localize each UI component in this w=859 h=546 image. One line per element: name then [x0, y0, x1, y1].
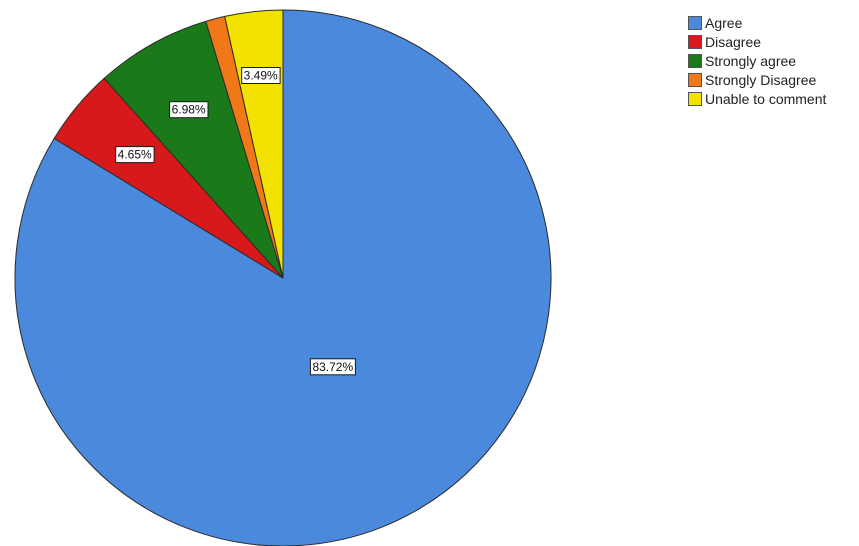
data-label-box: [241, 67, 281, 84]
pie-slice-strongly-agree: [103, 20, 284, 279]
legend-label-unable-to-comment: Unable to comment: [705, 90, 827, 107]
data-label-text: 3.49%: [244, 69, 278, 83]
data-label-text: 4.65%: [118, 148, 152, 162]
legend-swatch-disagree: [688, 34, 702, 49]
data-label-strongly-agree: 6.98%: [169, 101, 209, 119]
chart-legend: Agree Disagree Strongly agree Strongly D…: [688, 13, 826, 108]
data-label-agree: 83.72%: [309, 358, 356, 376]
pie-slices: [14, 9, 552, 546]
data-label-disagree: 4.65%: [115, 146, 155, 164]
legend-label-strongly-disagree: Strongly Disagree: [705, 71, 817, 88]
data-label-text: 6.98%: [172, 103, 206, 117]
legend-item-unable-to-comment: Unable to comment: [688, 89, 826, 108]
legend-swatch-strongly-agree: [688, 53, 702, 68]
legend-item-strongly-disagree: Strongly Disagree: [688, 70, 826, 89]
legend-item-disagree: Disagree: [688, 32, 826, 51]
legend-label-disagree: Disagree: [705, 33, 762, 50]
legend-label-strongly-agree: Strongly agree: [705, 52, 797, 69]
data-label-unable-to-comment: 3.49%: [241, 67, 281, 84]
data-label-box: [169, 101, 209, 119]
legend-item-strongly-agree: Strongly agree: [688, 51, 826, 70]
legend-swatch-agree: [688, 15, 702, 30]
legend-swatch-strongly-disagree: [688, 72, 702, 87]
data-label-box: [309, 358, 356, 376]
data-label-text: 83.72%: [312, 360, 353, 374]
legend-item-agree: Agree: [688, 13, 826, 32]
legend-label-agree: Agree: [705, 14, 743, 31]
legend-swatch-unable-to-comment: [688, 91, 702, 106]
pie-data-labels: 83.72% 4.65% 6.98% 3.49%: [115, 67, 356, 376]
data-label-box: [115, 146, 155, 164]
